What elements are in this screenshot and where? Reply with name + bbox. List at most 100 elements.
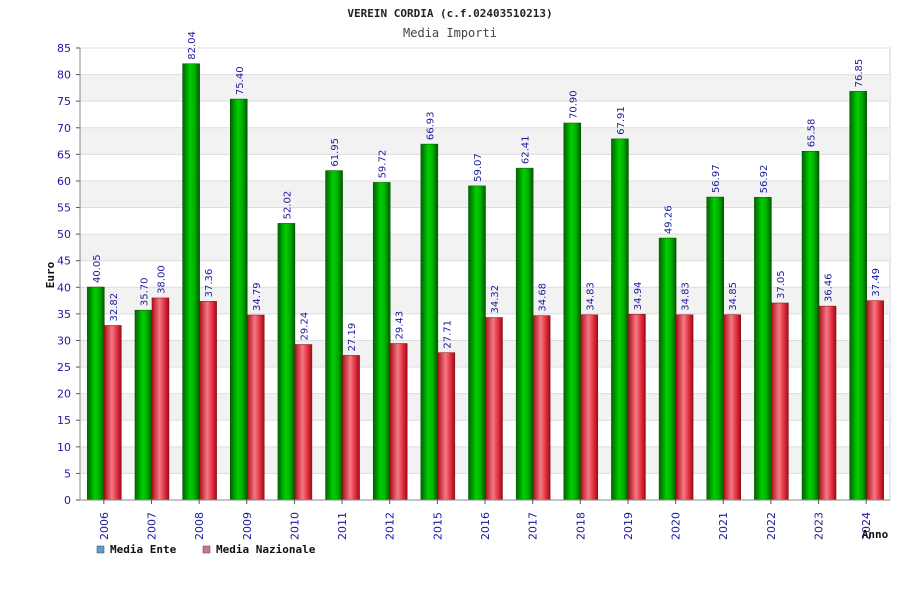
bar-media-nazionale-2023 <box>818 305 837 501</box>
bar-media-nazionale-2024 <box>866 300 884 501</box>
legend-swatch-media-ente <box>96 545 105 554</box>
bar-media-ente-2020 <box>658 237 677 501</box>
bar-media-ente-2011 <box>325 170 343 501</box>
bar-media-ente-2018 <box>563 122 582 501</box>
data-label-media-nazionale-2006: 32.82 <box>109 293 120 322</box>
legend-label-media-nazionale: Media Nazionale <box>216 543 316 556</box>
bar-media-nazionale-2020 <box>675 314 694 501</box>
bar-media-ente-2012 <box>372 182 391 501</box>
data-label-media-ente-2023: 65.58 <box>807 119 818 148</box>
data-label-media-ente-2015: 66.93 <box>425 111 436 140</box>
data-label-media-ente-2012: 59.72 <box>378 150 389 179</box>
x-tick-label: 2022 <box>765 512 778 540</box>
axes: 0 5 10 15 20 25 30 35 40 45 50 55 60 65 70 75 80 85 2006 20… <box>57 42 890 540</box>
y-tick-label: 40 <box>57 281 71 294</box>
x-tick-label: 2016 <box>479 512 492 540</box>
bar-media-ente-2019 <box>611 138 629 501</box>
x-tick-label: 2009 <box>241 512 254 540</box>
y-tick-label: 45 <box>57 255 71 268</box>
data-label-media-ente-2017: 62.41 <box>521 135 532 164</box>
y-tick-label: 75 <box>57 95 71 108</box>
y-axis-title: Euro <box>44 261 57 288</box>
data-label-media-ente-2021: 56.97 <box>711 164 722 193</box>
data-label-media-ente-2006: 40.05 <box>92 254 103 283</box>
y-tick-label: 60 <box>57 175 71 188</box>
y-tick-label: 70 <box>57 122 71 135</box>
bar-media-nazionale-2008 <box>199 301 217 501</box>
data-label-media-nazionale-2021: 34.85 <box>728 282 739 311</box>
y-tick-label: 25 <box>57 361 71 374</box>
data-label-media-ente-2011: 61.95 <box>330 138 341 167</box>
bar-media-ente-2021 <box>706 196 724 501</box>
data-label-media-nazionale-2009: 34.79 <box>252 282 263 311</box>
data-label-media-nazionale-2012: 29.43 <box>395 311 406 340</box>
bar-media-nazionale-2015 <box>437 352 456 501</box>
y-tick-label: 35 <box>57 308 71 321</box>
x-tick-label: 2010 <box>288 512 301 540</box>
x-tick-label: 2017 <box>527 512 540 540</box>
data-label-media-ente-2018: 70.90 <box>568 90 579 119</box>
y-tick-label: 55 <box>57 202 71 215</box>
bar-media-ente-2023 <box>801 151 820 501</box>
x-tick-label: 2019 <box>622 512 635 540</box>
legend-swatch-media-nazionale <box>202 545 211 554</box>
data-label-media-nazionale-2008: 37.36 <box>204 269 215 298</box>
data-label-media-nazionale-2015: 27.71 <box>442 320 453 349</box>
x-tick-label: 2007 <box>145 512 158 540</box>
bar-media-ente-2016 <box>468 185 486 501</box>
bar-media-ente-2024 <box>849 91 867 501</box>
bar-media-nazionale-2006 <box>104 325 122 501</box>
bar-media-nazionale-2019 <box>628 313 646 501</box>
bar-media-nazionale-2022 <box>771 302 789 501</box>
y-tick-label: 5 <box>64 467 71 480</box>
data-label-media-ente-2024: 76.85 <box>854 59 865 88</box>
data-label-media-nazionale-2024: 37.49 <box>871 268 882 297</box>
legend: Media Ente Media Nazionale <box>96 543 316 556</box>
bar-media-ente-2008 <box>182 63 200 501</box>
x-tick-label: 2011 <box>336 512 349 540</box>
grid-band <box>80 74 890 102</box>
bar-media-ente-2007 <box>134 309 153 501</box>
x-axis-title: Anno <box>862 528 889 541</box>
x-tick-label: 2006 <box>98 512 111 540</box>
x-tick-label: 2023 <box>813 512 826 540</box>
bars-group: 40.05 32.82 35.70 38.00 82.04 37.36 75.40 34.79… <box>87 31 884 501</box>
data-label-media-ente-2022: 56.92 <box>759 165 770 194</box>
x-tick-label: 2008 <box>193 512 206 540</box>
bar-media-nazionale-2018 <box>580 314 599 501</box>
x-tick-label: 2018 <box>574 512 587 540</box>
x-tick-label: 2024 <box>860 512 873 540</box>
x-tick-label: 2020 <box>670 512 683 540</box>
bar-media-nazionale-2017 <box>532 315 551 501</box>
y-tick-label: 20 <box>57 388 71 401</box>
y-tick-label: 50 <box>57 228 71 241</box>
data-label-media-ente-2016: 59.07 <box>473 153 484 182</box>
bar-media-ente-2015 <box>420 143 439 501</box>
y-tick-label: 85 <box>57 42 71 55</box>
data-label-media-nazionale-2016: 34.32 <box>490 285 501 314</box>
data-label-media-nazionale-2017: 34.68 <box>538 283 549 312</box>
data-label-media-nazionale-2010: 29.24 <box>299 312 310 341</box>
bar-media-ente-2009 <box>230 98 248 501</box>
bar-media-nazionale-2007 <box>151 297 170 501</box>
data-label-media-ente-2020: 49.26 <box>664 205 675 234</box>
data-label-media-ente-2019: 67.91 <box>616 106 627 135</box>
bar-media-ente-2010 <box>277 223 296 501</box>
data-label-media-nazionale-2019: 34.94 <box>633 282 644 311</box>
y-tick-label: 80 <box>57 69 71 82</box>
bar-media-nazionale-2009 <box>247 314 265 501</box>
y-tick-label: 30 <box>57 334 71 347</box>
x-tick-label: 2012 <box>384 512 397 540</box>
data-label-media-nazionale-2018: 34.83 <box>585 282 596 311</box>
y-tick-label: 15 <box>57 414 71 427</box>
data-label-media-nazionale-2022: 37.05 <box>776 270 787 299</box>
x-tick-label: 2021 <box>717 512 730 540</box>
chart-subtitle: Media Importi <box>403 26 497 40</box>
chart-title: VEREIN CORDIA (c.f.02403510213) <box>347 7 552 20</box>
bar-media-nazionale-2011 <box>342 355 360 501</box>
data-label-media-ente-2007: 35.70 <box>139 278 150 307</box>
bar-media-nazionale-2012 <box>389 343 408 501</box>
data-label-media-nazionale-2020: 34.83 <box>681 282 692 311</box>
